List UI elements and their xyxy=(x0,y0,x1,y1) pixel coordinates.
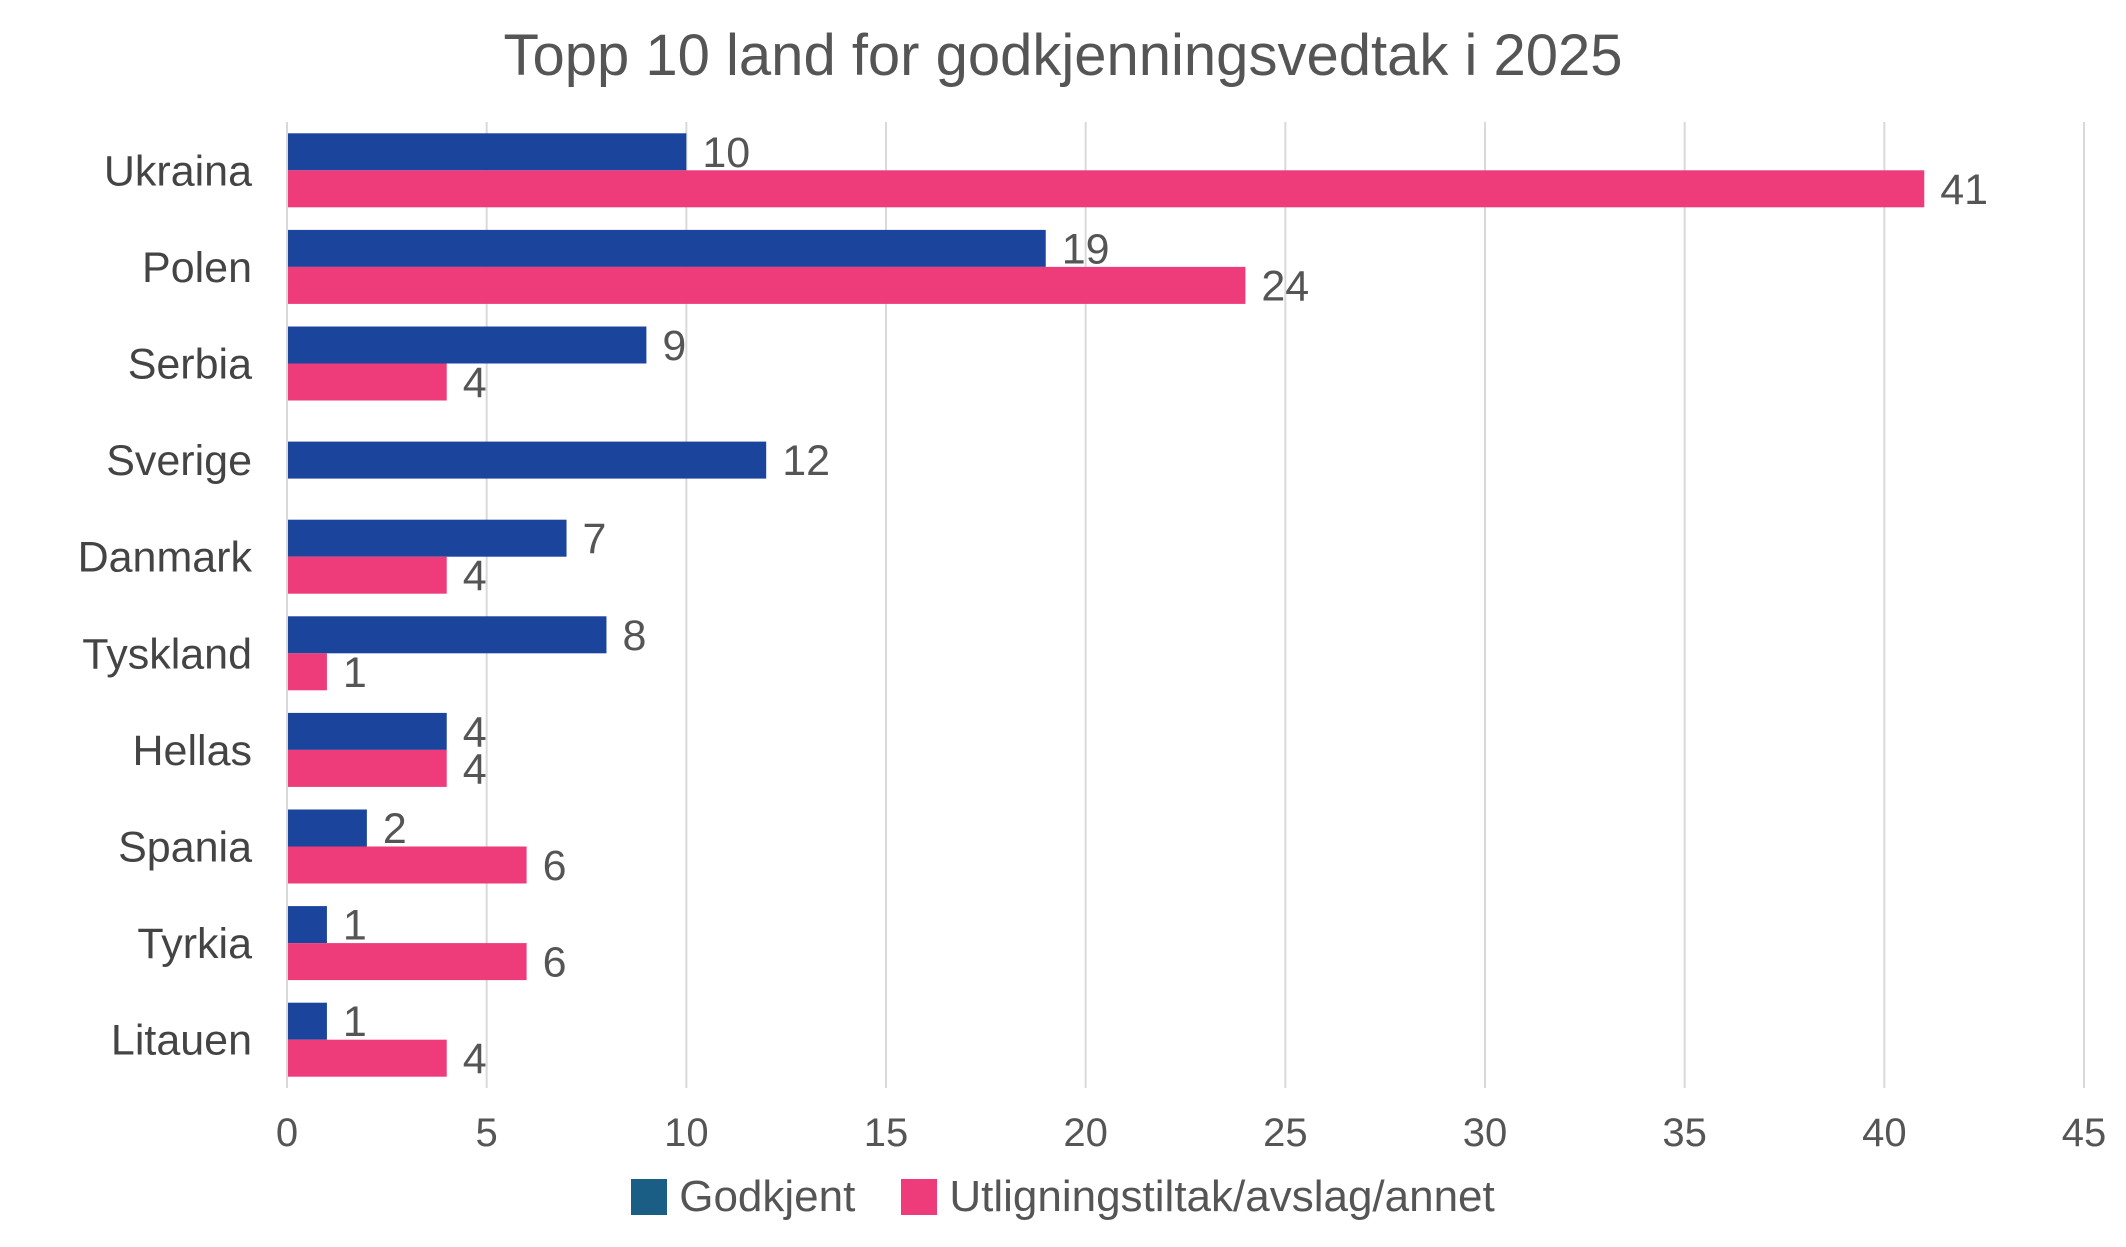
x-tick-label-10: 10 xyxy=(664,1111,709,1155)
bar-spania-s1 xyxy=(287,846,527,884)
chart-title: Topp 10 land for godkjenningsvedtak i 20… xyxy=(503,23,1623,88)
bar-litauen-s1 xyxy=(287,1039,447,1077)
category-label-tyrkia: Tyrkia xyxy=(137,920,252,968)
legend-item-utligningstiltak: Utligningstiltak/avslag/annet xyxy=(901,1172,1495,1222)
bar-tyrkia-s0 xyxy=(287,906,327,944)
bar-serbia-s1 xyxy=(287,363,447,401)
x-tick-label-35: 35 xyxy=(1662,1111,1707,1155)
bar-litauen-s0 xyxy=(287,1002,327,1040)
bar-hellas-s1 xyxy=(287,749,447,787)
data-label-litauen-s0: 1 xyxy=(343,998,367,1046)
data-label-tyskland-s0: 8 xyxy=(622,612,646,660)
bar-tyskland-s1 xyxy=(287,653,327,691)
category-label-tyskland: Tyskland xyxy=(82,630,252,678)
bar-danmark-s1 xyxy=(287,556,447,594)
data-label-spania-s0: 2 xyxy=(383,805,407,853)
bar-polen-s0 xyxy=(287,229,1046,267)
bar-polen-s1 xyxy=(287,266,1246,304)
x-tick-label-40: 40 xyxy=(1862,1111,1907,1155)
category-label-serbia: Serbia xyxy=(128,341,252,389)
bar-ukraina-s0 xyxy=(287,133,687,171)
data-label-danmark-s0: 7 xyxy=(583,515,607,563)
data-label-serbia-s1: 4 xyxy=(463,359,487,407)
x-tick-label-5: 5 xyxy=(476,1111,498,1155)
data-label-hellas-s0: 4 xyxy=(463,708,487,756)
x-tick-label-45: 45 xyxy=(2062,1111,2107,1155)
data-label-danmark-s1: 4 xyxy=(463,552,487,600)
bar-sverige-s0 xyxy=(287,441,767,479)
legend-swatch-utligningstiltak xyxy=(901,1179,938,1215)
x-tick-label-30: 30 xyxy=(1463,1111,1508,1155)
legend-swatch-godkjent xyxy=(631,1179,668,1215)
x-tick-label-0: 0 xyxy=(276,1111,298,1155)
bar-hellas-s0 xyxy=(287,712,447,750)
data-label-tyrkia-s0: 1 xyxy=(343,902,367,950)
data-label-spania-s1: 6 xyxy=(543,842,567,890)
bar-ukraina-s1 xyxy=(287,170,1925,208)
data-label-polen-s1: 24 xyxy=(1261,262,1309,310)
category-label-polen: Polen xyxy=(142,244,252,292)
category-label-hellas: Hellas xyxy=(133,727,253,775)
bar-tyrkia-s1 xyxy=(287,943,527,981)
bar-spania-s0 xyxy=(287,809,367,847)
data-label-ukraina-s1: 41 xyxy=(1940,166,1988,214)
data-label-tyrkia-s1: 6 xyxy=(543,939,567,987)
data-label-litauen-s1: 4 xyxy=(463,1035,487,1083)
data-label-hellas-s1: 4 xyxy=(463,745,487,793)
category-label-ukraina: Ukraina xyxy=(104,147,252,195)
bar-serbia-s0 xyxy=(287,326,647,364)
data-label-polen-s0: 19 xyxy=(1062,225,1110,273)
bar-tyskland-s0 xyxy=(287,616,607,654)
category-label-spania: Spania xyxy=(118,824,252,872)
category-label-sverige: Sverige xyxy=(106,437,252,485)
data-label-sverige-s0: 12 xyxy=(782,437,830,485)
data-label-serbia-s0: 9 xyxy=(662,322,686,370)
legend-item-godkjent: Godkjent xyxy=(631,1172,855,1222)
legend-label-utligningstiltak: Utligningstiltak/avslag/annet xyxy=(949,1172,1495,1221)
chart-legend: Godkjent Utligningstiltak/avslag/annet xyxy=(0,1172,2126,1222)
legend-label-godkjent: Godkjent xyxy=(679,1172,856,1221)
x-tick-label-25: 25 xyxy=(1263,1111,1308,1155)
bar-danmark-s0 xyxy=(287,519,567,557)
category-label-danmark: Danmark xyxy=(78,534,253,582)
category-label-litauen: Litauen xyxy=(111,1017,252,1065)
x-tick-label-15: 15 xyxy=(864,1111,909,1155)
data-label-tyskland-s1: 1 xyxy=(343,649,367,697)
data-label-ukraina-s0: 10 xyxy=(702,129,750,177)
x-tick-label-20: 20 xyxy=(1063,1111,1108,1155)
